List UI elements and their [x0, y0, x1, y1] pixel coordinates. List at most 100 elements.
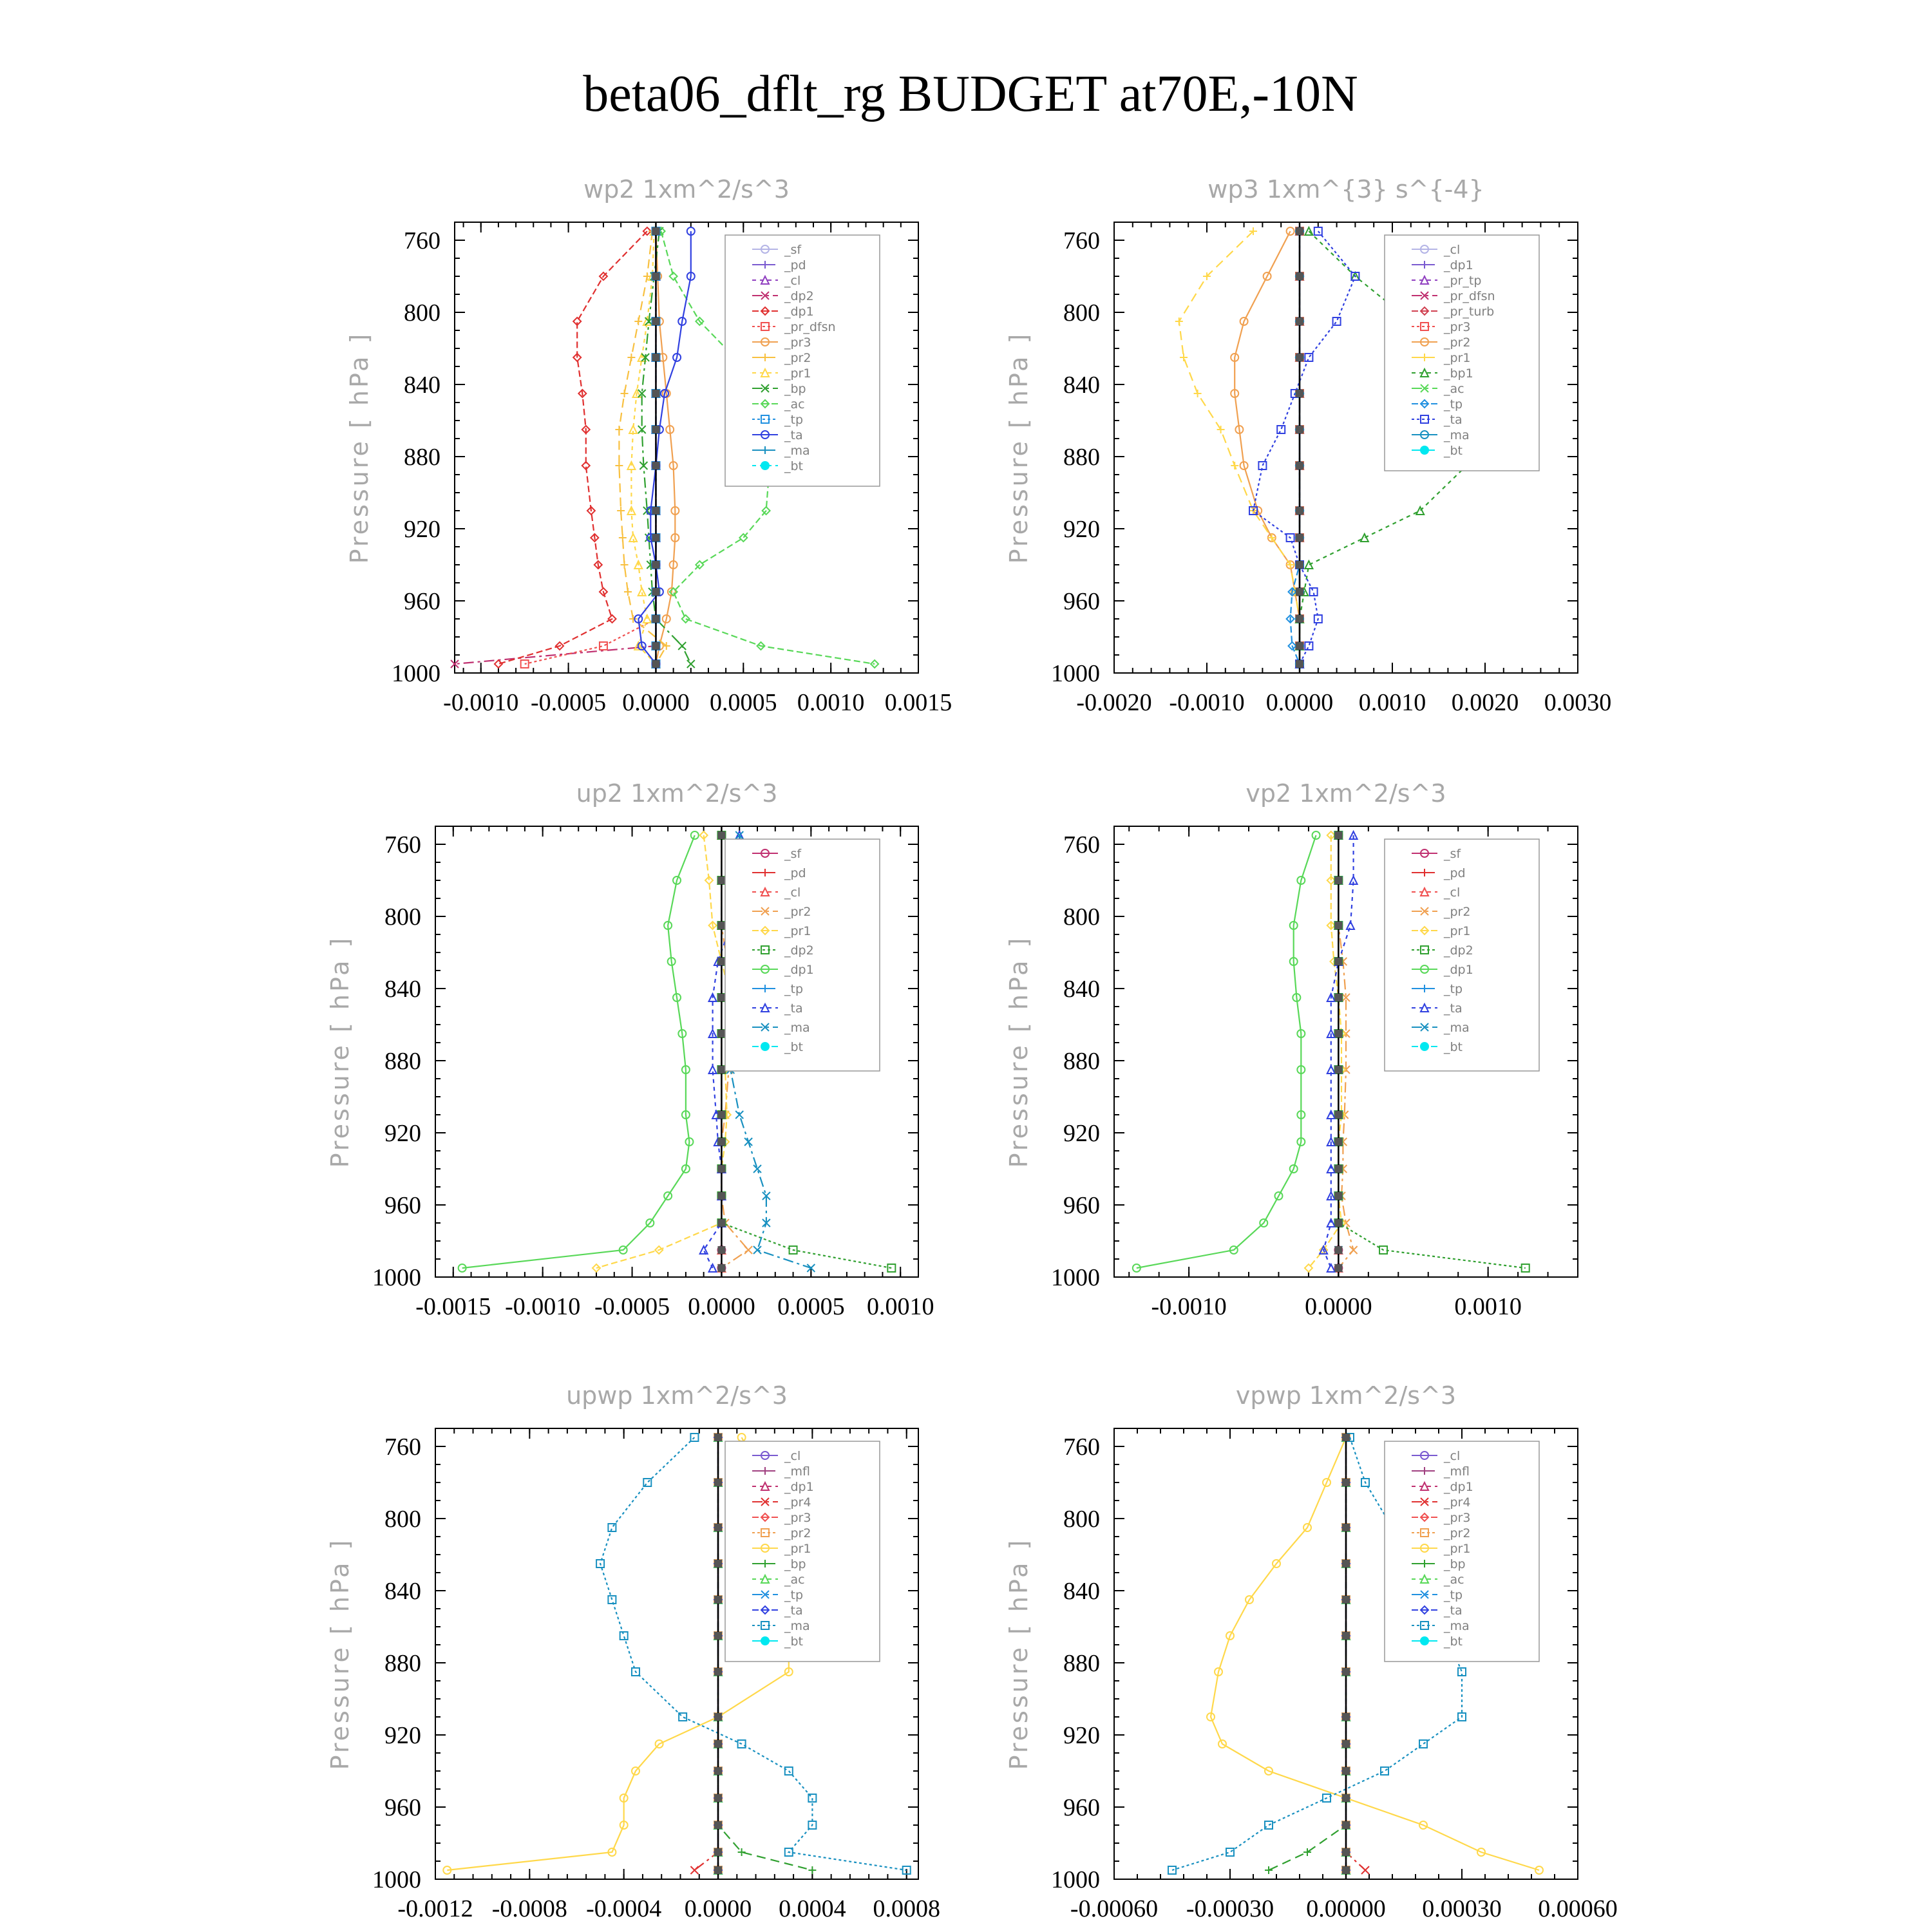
- data-point: [1303, 1263, 1314, 1273]
- data-point: [677, 641, 687, 650]
- legend-entry: _bt: [1412, 444, 1463, 458]
- legend-label: _ta: [1443, 413, 1463, 427]
- data-point: [589, 533, 600, 543]
- data-point: [1272, 1559, 1281, 1568]
- zero-marker: [714, 1740, 723, 1748]
- x-tick-label: 0.0005: [710, 689, 777, 716]
- data-point: [1419, 1739, 1428, 1748]
- x-tick-label: -0.0020: [1076, 689, 1151, 716]
- data-point: [1303, 559, 1314, 569]
- legend-marker: [761, 1621, 770, 1630]
- data-point: [670, 506, 680, 515]
- zero-marker: [1342, 1560, 1350, 1567]
- x-tick-label: -0.0012: [397, 1895, 473, 1922]
- legend-label: _sf: [784, 847, 802, 861]
- legend-entry: _pr2: [1412, 905, 1470, 919]
- y-tick-label: 1000: [372, 1866, 421, 1893]
- data-point: [1361, 1866, 1370, 1875]
- data-point: [677, 1029, 687, 1038]
- data-point: [1235, 425, 1244, 434]
- series-line-pr1: [630, 231, 657, 665]
- legend-label: _pr3: [784, 336, 811, 350]
- data-point: [1296, 1029, 1306, 1038]
- data-point: [687, 659, 696, 668]
- y-tick-label: 1000: [372, 1264, 421, 1291]
- x-tick-label: 0.0010: [867, 1293, 934, 1320]
- y-tick-label: 960: [384, 1192, 421, 1219]
- zero-marker: [714, 1767, 723, 1775]
- legend-marker: [760, 274, 770, 285]
- legend-entry: _ta: [1412, 1001, 1463, 1016]
- zero-marker: [1334, 922, 1343, 929]
- data-point: [1303, 225, 1314, 236]
- x-tick-label: 0.0030: [1544, 689, 1612, 716]
- legend-entry: _ta: [752, 428, 803, 442]
- legend-label: _ma: [1443, 1619, 1470, 1633]
- x-tick-label: 0.0010: [797, 689, 865, 716]
- plot-frame: [435, 826, 919, 1278]
- y-axis-label: Pressure [ hPa ]: [326, 936, 354, 1168]
- legend-marker: [1420, 1528, 1429, 1537]
- legend-marker: [1421, 1560, 1428, 1567]
- legend-entry: _pr4: [1412, 1495, 1470, 1510]
- legend-label: _bt: [784, 1634, 803, 1649]
- data-point: [591, 1263, 601, 1273]
- legend-marker: [761, 1042, 770, 1051]
- legend-marker: [760, 1512, 770, 1522]
- zero-marker: [714, 1596, 723, 1604]
- zero-line-markers: [1334, 831, 1343, 1272]
- legend-label: _pr_tp: [1443, 274, 1481, 288]
- zero-marker: [717, 1246, 726, 1254]
- data-point: [581, 424, 591, 435]
- data-point: [1379, 1245, 1388, 1255]
- legend-marker: [761, 245, 770, 254]
- legend-label: _dp1: [1443, 258, 1473, 272]
- data-point: [668, 461, 678, 470]
- legend-label: _pr4: [784, 1495, 811, 1510]
- zero-line-markers: [717, 831, 726, 1272]
- zero-line-markers: [652, 227, 660, 668]
- legend-box: [1384, 1441, 1540, 1662]
- x-tick-label: 0.0000: [1305, 1293, 1372, 1320]
- data-point: [1258, 461, 1267, 470]
- data-point: [784, 1766, 793, 1776]
- legend-label: _cl: [1443, 886, 1460, 900]
- legend-marker: [1420, 907, 1429, 916]
- zero-marker: [1296, 227, 1303, 235]
- data-point: [1326, 1190, 1336, 1200]
- zero-marker: [1342, 1524, 1350, 1531]
- data-point: [1311, 831, 1321, 840]
- series-line-ac: [660, 231, 875, 665]
- series-line-ta: [638, 231, 692, 665]
- data-point: [607, 614, 617, 624]
- legend-label: _pr3: [784, 1511, 811, 1525]
- data-point: [1249, 506, 1258, 515]
- legend-entry: _bt: [1412, 1634, 1463, 1649]
- x-tick-label: 0.0010: [1359, 689, 1426, 716]
- x-tick-label: -0.0005: [594, 1293, 670, 1320]
- data-point: [667, 587, 676, 596]
- data-point: [1341, 993, 1350, 1002]
- legend-label: _pr_dfsn: [1443, 289, 1495, 303]
- zero-marker: [1334, 876, 1343, 884]
- data-point: [1326, 1136, 1336, 1146]
- panels: wp2 1xm^2/s^3 Pressure [ hPa ] 760 800 840 88…: [326, 175, 1618, 1922]
- legend-entry: _pr_dfsn: [752, 320, 836, 334]
- series-markers-dp1: [493, 226, 652, 669]
- x-tick-label: 0.0020: [1452, 689, 1519, 716]
- data-point: [1361, 1478, 1370, 1487]
- data-point: [806, 1264, 816, 1273]
- legend-entry: _pr2: [1412, 336, 1470, 350]
- legend: _sf _pd _cl _pr2 _pr1 _dp2 _dp1 _tp _ta _ma _bt: [724, 838, 880, 1072]
- y-tick-label: 1000: [392, 660, 440, 687]
- legend-label: _dp1: [1443, 963, 1473, 977]
- y-tick-label: 960: [1063, 1192, 1100, 1219]
- data-point: [577, 388, 587, 399]
- legend-box: [724, 234, 880, 487]
- data-point: [581, 460, 591, 471]
- legend: _cl_mfl_dp1_pr4_pr3_pr2_pr1_bp_ac_tp_ta_…: [724, 1441, 880, 1662]
- x-tick-label: 0.00060: [1538, 1895, 1618, 1922]
- legend-marker: [760, 886, 770, 896]
- y-tick-label: 840: [1063, 976, 1100, 1003]
- x-tick-label: -0.0005: [531, 689, 606, 716]
